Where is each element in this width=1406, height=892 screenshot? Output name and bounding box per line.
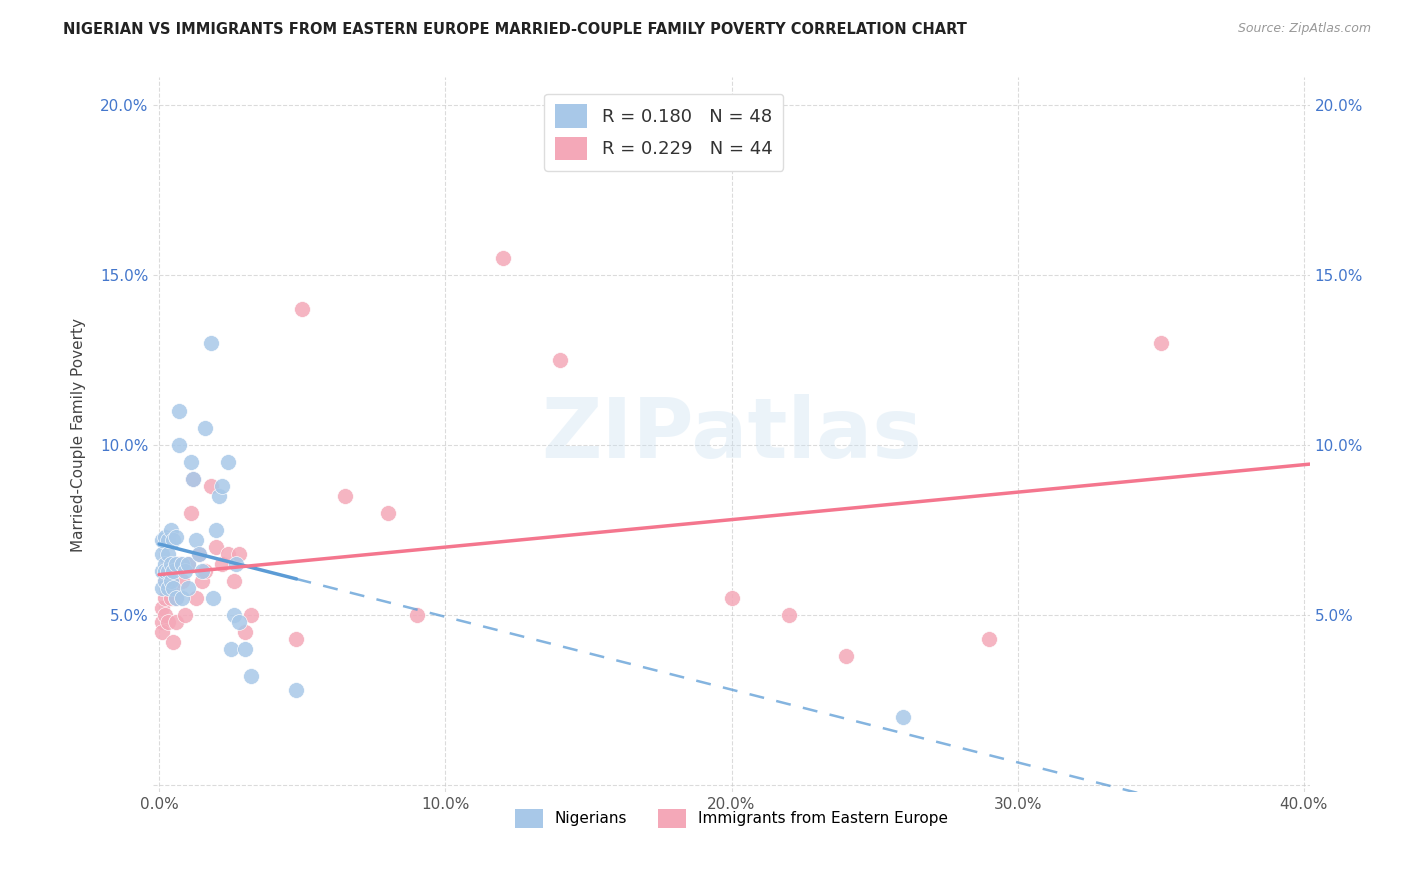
Point [222,574,245,588]
Point [170,591,193,605]
Point [162,581,184,595]
Point [186,591,208,605]
Point [156,533,179,548]
Text: NIGERIAN VS IMMIGRANTS FROM EASTERN EUROPE MARRIED-COUPLE FAMILY POVERTY CORRELA: NIGERIAN VS IMMIGRANTS FROM EASTERN EURO… [63,22,967,37]
Point [205,523,228,537]
Point [211,557,233,571]
Y-axis label: Married-Couple Family Poverty: Married-Couple Family Poverty [72,318,86,551]
Point [186,533,208,548]
Point [150,564,173,578]
Point [720,591,742,605]
Point [165,591,187,605]
Point [977,632,1000,646]
Point [548,352,571,367]
Point [233,642,256,657]
Point [159,574,181,588]
Point [159,523,181,537]
Point [377,506,399,520]
Point [156,615,179,629]
Point [153,574,176,588]
Point [217,547,239,561]
Point [891,710,914,724]
Point [159,574,181,588]
Point [177,581,200,595]
Point [156,557,179,571]
Point [159,557,181,571]
Point [150,581,173,595]
Point [208,489,231,503]
Point [150,615,173,629]
Point [778,607,800,622]
Point [183,472,205,486]
Point [162,635,184,649]
Point [205,540,228,554]
Point [180,506,202,520]
Point [285,682,308,697]
Point [239,607,262,622]
Point [333,489,356,503]
Point [153,564,176,578]
Point [150,547,173,561]
Point [173,564,195,578]
Point [165,591,187,605]
Point [233,625,256,640]
Point [162,564,184,578]
Point [291,301,314,316]
Point [153,557,176,571]
Point [217,455,239,469]
Point [170,557,193,571]
Text: ZIPatlas: ZIPatlas [541,394,922,475]
Point [285,632,308,646]
Point [173,607,195,622]
Point [165,530,187,544]
Point [191,574,214,588]
Point [153,530,176,544]
Point [202,591,225,605]
Point [150,625,173,640]
Point [162,533,184,548]
Point [219,642,242,657]
Point [177,557,200,571]
Point [150,601,173,615]
Point [183,472,205,486]
Point [188,547,211,561]
Point [165,615,187,629]
Point [194,564,217,578]
Point [153,574,176,588]
Point [194,421,217,435]
Point [150,533,173,548]
Point [225,557,247,571]
Point [153,607,176,622]
Point [200,479,222,493]
Point [177,557,200,571]
Point [165,557,187,571]
Point [491,251,513,265]
Legend: Nigerians, Immigrants from Eastern Europe: Nigerians, Immigrants from Eastern Europ… [509,803,953,834]
Point [162,581,184,595]
Point [228,547,250,561]
Point [156,564,179,578]
Point [180,455,202,469]
Point [1150,335,1173,350]
Point [167,438,190,452]
Point [170,574,193,588]
Point [222,607,245,622]
Point [405,607,427,622]
Point [191,564,214,578]
Point [167,557,190,571]
Point [200,335,222,350]
Point [159,591,181,605]
Point [153,591,176,605]
Point [156,547,179,561]
Text: Source: ZipAtlas.com: Source: ZipAtlas.com [1237,22,1371,36]
Point [239,669,262,683]
Point [167,404,190,418]
Point [228,615,250,629]
Point [188,547,211,561]
Point [835,648,858,663]
Point [211,479,233,493]
Point [156,581,179,595]
